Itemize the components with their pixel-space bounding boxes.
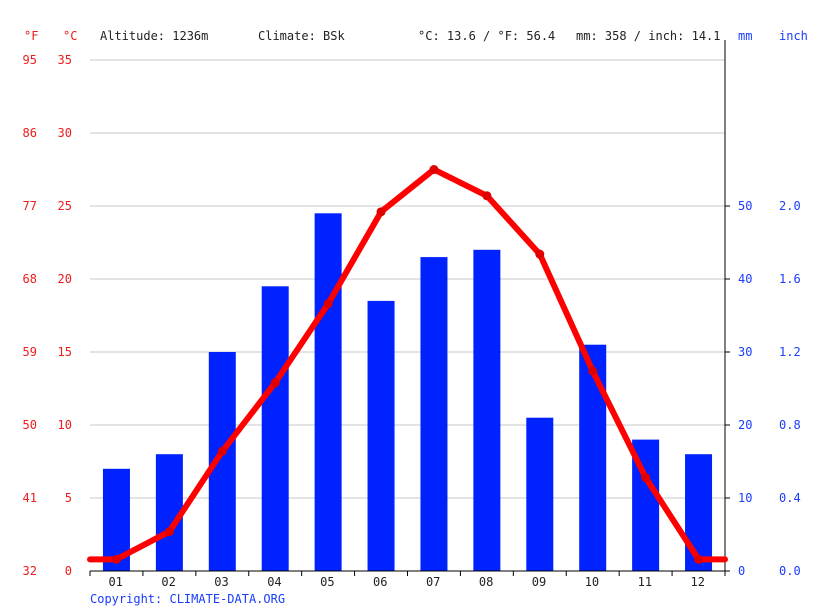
altitude-label: Altitude: 1236m	[100, 29, 209, 43]
precipitation-bar	[261, 286, 289, 571]
month-label: 11	[637, 575, 653, 589]
fahrenheit-tick-label: 68	[22, 272, 37, 286]
temperature-point	[429, 165, 439, 174]
month-label: 10	[584, 575, 600, 589]
fahrenheit-tick-label: 41	[22, 491, 37, 505]
precipitation-bar	[367, 300, 395, 571]
temperature-point	[164, 527, 174, 537]
temperature-point	[482, 191, 492, 201]
precipitation-bar	[420, 257, 448, 571]
temperature-point	[588, 366, 598, 376]
precipitation-bar	[685, 454, 713, 571]
celsius-tick-label: 5	[64, 491, 72, 505]
fahrenheit-tick-label: 95	[22, 53, 37, 67]
fahrenheit-tick-label: 32	[22, 564, 37, 578]
inch-tick-label: 0.0	[779, 564, 801, 578]
temperature-point	[641, 473, 651, 483]
temperature-point	[111, 554, 121, 564]
fahrenheit-tick-label: 59	[22, 345, 37, 359]
fahrenheit-tick-label: 86	[22, 126, 37, 140]
inch-tick-label: 2.0	[779, 199, 801, 213]
temperature-line	[87, 166, 728, 563]
mm-tick-label: 50	[738, 199, 753, 213]
mm-tick-label: 40	[738, 272, 753, 286]
precipitation-bar	[579, 344, 607, 571]
month-label: 01	[108, 575, 123, 589]
month-label: 08	[478, 575, 494, 589]
copyright-link[interactable]: Copyright: CLIMATE-DATA.ORG	[90, 592, 286, 606]
celsius-tick-label: 10	[57, 418, 72, 432]
precipitation-bar	[314, 213, 342, 572]
inch-tick-label: 1.6	[779, 272, 801, 286]
temperature-point	[270, 378, 280, 388]
inch-unit-label: inch	[779, 29, 808, 43]
month-label: 06	[373, 575, 388, 589]
mm-tick-label: 20	[738, 418, 753, 432]
temperature-point	[217, 446, 227, 456]
celsius-tick-label: 25	[57, 199, 72, 213]
precipitation-bar	[526, 417, 554, 571]
climate-label: Climate: BSk	[258, 29, 345, 43]
mm-tick-label: 30	[738, 345, 753, 359]
celsius-tick-label: 15	[57, 345, 72, 359]
celsius-tick-label: 0	[64, 564, 72, 578]
temperature-point	[323, 299, 333, 309]
mm-tick-label: 0	[738, 564, 746, 578]
fahrenheit-tick-label: 77	[22, 199, 37, 213]
temperature-point	[535, 249, 545, 259]
celsius-unit-label: °C	[63, 29, 78, 43]
precipitation-summary: mm: 358 / inch: 14.1	[576, 29, 721, 43]
month-label: 03	[214, 575, 229, 589]
celsius-tick-label: 20	[57, 272, 72, 286]
precipitation-bar	[473, 249, 501, 572]
mm-tick-label: 10	[738, 491, 753, 505]
month-label: 04	[267, 575, 282, 589]
mm-unit-label: mm	[738, 29, 753, 43]
month-label: 02	[161, 575, 176, 589]
inch-tick-label: 0.4	[779, 491, 801, 505]
celsius-tick-label: 35	[57, 53, 72, 67]
temperature-point	[376, 207, 386, 217]
fahrenheit-unit-label: °F	[24, 29, 39, 43]
month-label: 07	[425, 575, 441, 589]
month-label: 09	[531, 575, 547, 589]
inch-tick-label: 1.2	[779, 345, 801, 359]
month-label: 12	[690, 575, 705, 589]
celsius-tick-label: 30	[57, 126, 72, 140]
temperature-summary: °C: 13.6 / °F: 56.4	[418, 29, 556, 43]
month-label: 05	[320, 575, 335, 589]
temperature-point	[694, 554, 704, 564]
fahrenheit-tick-label: 50	[22, 418, 37, 432]
inch-tick-label: 0.8	[779, 418, 801, 432]
